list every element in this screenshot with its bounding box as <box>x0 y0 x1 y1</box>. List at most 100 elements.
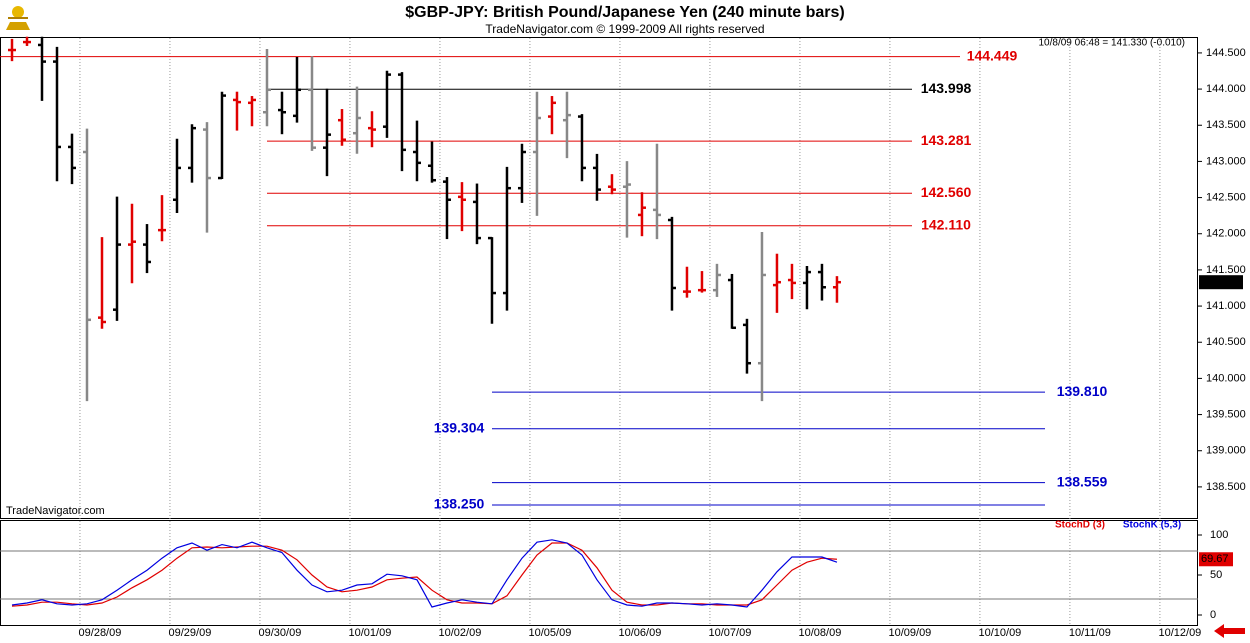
ohlc-bar <box>247 96 256 127</box>
legend-entry: StochD (3) <box>1055 520 1105 531</box>
ohlc-bar <box>202 122 211 233</box>
ohlc-bar <box>757 232 766 402</box>
ohlc-bar <box>487 236 496 324</box>
ohlc-bar <box>547 96 556 135</box>
y-tick-label: 138.500 <box>1206 481 1246 493</box>
stoch-line <box>11 539 838 608</box>
y-tick-label: 143.500 <box>1206 119 1246 131</box>
level-label: 142.110 <box>921 216 971 232</box>
y-tick-label: 144.000 <box>1206 83 1246 95</box>
ohlc-bar <box>772 253 781 313</box>
x-tick-label: 09/29/09 <box>169 627 212 639</box>
x-tick-label: 10/06/09 <box>619 627 662 639</box>
ohlc-bar <box>217 91 226 180</box>
level-label: 142.560 <box>921 184 972 200</box>
ohlc-bar <box>802 266 811 310</box>
level-label: 138.559 <box>1057 473 1108 489</box>
ohlc-bar <box>37 36 46 101</box>
y-tick-label: 139.000 <box>1206 445 1246 457</box>
logo <box>6 6 30 30</box>
ohlc-bar <box>532 91 541 216</box>
ohlc-bar <box>322 88 331 177</box>
level-label: 144.449 <box>967 47 1018 63</box>
ohlc-bar <box>262 49 271 127</box>
ohlc-bar <box>367 111 376 148</box>
chart-subtitle: TradeNavigator.com © 1999-2009 All right… <box>485 22 764 36</box>
x-tick-label: 10/01/09 <box>349 627 392 639</box>
ohlc-bar <box>742 318 751 374</box>
stoch-pane-frame <box>0 520 1198 626</box>
y-tick-label: 139.500 <box>1206 408 1246 420</box>
ohlc-bar <box>457 182 466 232</box>
stoch-value-label: 69.67 <box>1201 553 1229 565</box>
last-price-label: 141.330 <box>1202 276 1242 288</box>
ohlc-bar <box>562 91 571 159</box>
ohlc-bar <box>727 273 736 330</box>
ohlc-bar <box>112 196 121 321</box>
ohlc-bar <box>817 263 826 301</box>
stoch-value-box <box>1199 552 1233 567</box>
legend-entry: StochK (5,3) <box>1123 520 1181 531</box>
x-tick-label: 10/12/09 <box>1158 627 1201 639</box>
x-tick-label: 10/05/09 <box>529 627 572 639</box>
ohlc-bar <box>637 192 646 237</box>
ohlc-bar <box>697 271 706 293</box>
ohlc-bar <box>82 128 91 402</box>
y-tick-label: 0 <box>1210 609 1216 621</box>
ohlc-bar <box>232 91 241 131</box>
ohlc-bar <box>652 143 661 240</box>
ohlc-bar <box>442 177 451 240</box>
ohlc-bar <box>7 38 16 62</box>
price-pane-frame <box>0 37 1198 519</box>
ohlc-bar <box>622 161 631 238</box>
x-tick-label: 09/30/09 <box>259 627 302 639</box>
ohlc-bar <box>142 224 151 274</box>
quote-info: 10/8/09 06:48 = 141.330 (-0.010) <box>1038 38 1185 49</box>
chart-title: $GBP-JPY: British Pound/Japanese Yen (24… <box>405 4 845 21</box>
ohlc-bar <box>397 72 406 172</box>
ohlc-bar <box>22 36 31 46</box>
watermark: TradeNavigator.com <box>6 505 105 517</box>
ohlc-bar <box>577 114 586 182</box>
ohlc-bar <box>97 237 106 329</box>
ohlc-bar <box>127 203 136 284</box>
ohlc-bar <box>502 166 511 311</box>
ohlc-bar <box>472 183 481 245</box>
ohlc-bar <box>277 91 286 135</box>
scroll-arrow[interactable] <box>1214 624 1245 638</box>
y-tick-label: 141.000 <box>1206 300 1246 312</box>
y-tick-label: 141.500 <box>1206 264 1246 276</box>
level-label: 138.250 <box>434 496 485 512</box>
stoch-line <box>11 542 838 607</box>
ohlc-bar <box>352 86 361 154</box>
x-tick-label: 09/28/09 <box>79 627 122 639</box>
ohlc-bar <box>67 133 76 185</box>
level-label: 143.281 <box>921 132 972 148</box>
ohlc-bar <box>832 276 841 303</box>
x-tick-label: 10/11/09 <box>1069 627 1111 639</box>
level-label: 143.998 <box>921 80 972 96</box>
ohlc-bar <box>382 70 391 138</box>
ohlc-bar <box>292 56 301 123</box>
x-tick-label: 10/10/09 <box>978 627 1021 639</box>
ohlc-bar <box>712 263 721 297</box>
x-tick-label: 10/09/09 <box>888 627 931 639</box>
ohlc-bar <box>427 141 436 183</box>
y-tick-label: 100 <box>1210 529 1228 541</box>
ohlc-bar <box>682 266 691 298</box>
ohlc-bar <box>667 216 676 311</box>
y-tick-label: 142.000 <box>1206 228 1246 240</box>
ohlc-bar <box>517 143 526 203</box>
y-tick-label: 50 <box>1210 569 1222 581</box>
ohlc-bar <box>307 56 316 151</box>
ohlc-bar <box>412 120 421 182</box>
x-tick-label: 10/07/09 <box>709 627 752 639</box>
ohlc-bar <box>52 46 61 182</box>
ohlc-bar <box>787 263 796 300</box>
last-price-box <box>1199 275 1243 290</box>
ohlc-bar <box>337 109 346 146</box>
ohlc-bar <box>157 195 166 242</box>
